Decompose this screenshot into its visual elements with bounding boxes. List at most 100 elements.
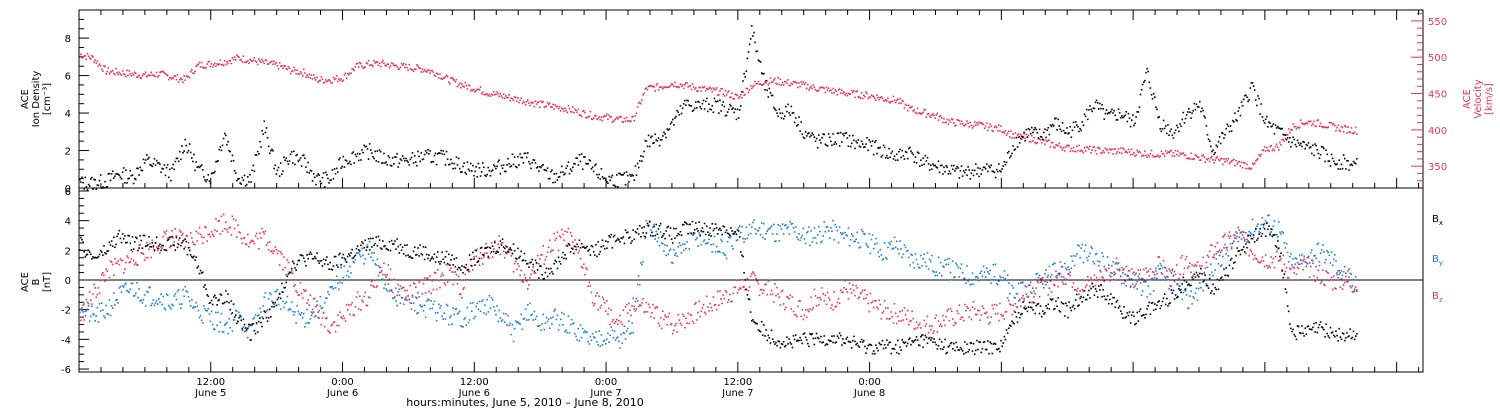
bz-series-point — [232, 218, 235, 220]
by-series-point — [145, 290, 148, 293]
velocity-series-point — [297, 73, 300, 75]
by-series-point — [964, 277, 966, 280]
velocity-series-point — [1137, 151, 1140, 154]
density-series-point — [899, 148, 901, 151]
by-series-point — [553, 310, 555, 312]
velocity-series-point — [412, 70, 415, 73]
density-series-point — [664, 133, 666, 135]
density-series-point — [80, 181, 82, 183]
by-series-point — [1121, 282, 1123, 285]
bz-series-point — [419, 279, 421, 282]
density-series-point — [1076, 124, 1078, 126]
density-series-point — [477, 162, 480, 165]
bz-series-point — [759, 288, 762, 291]
bz-series-point — [606, 300, 608, 302]
bz-series-point — [94, 287, 96, 289]
density-series-point — [113, 177, 115, 179]
density-series-point — [1224, 133, 1226, 136]
velocity-series-point — [720, 87, 722, 90]
velocity-series-point — [673, 85, 675, 88]
density-series-point — [732, 107, 734, 109]
density-series-point — [1094, 101, 1097, 104]
bz-series-point — [303, 289, 305, 291]
bz-series-point — [935, 314, 938, 317]
density-series-point — [1146, 67, 1148, 70]
velocity-series-point — [484, 93, 486, 96]
by-series-point — [442, 318, 445, 320]
velocity-series-point — [1286, 134, 1289, 136]
by-series-point — [1151, 277, 1154, 280]
density-series-point — [675, 115, 677, 118]
density-series-point — [1273, 132, 1276, 135]
by-series-point — [1179, 285, 1181, 287]
velocity-series-point — [799, 85, 801, 88]
bz-series-point — [418, 281, 420, 283]
bz-series-point — [776, 286, 778, 289]
density-series-point — [921, 164, 923, 167]
bz-series-point — [699, 315, 701, 318]
by-series-point — [219, 321, 222, 324]
bz-series-point — [888, 318, 890, 320]
density-series-point — [387, 155, 390, 157]
bz-series-point — [892, 322, 895, 324]
velocity-series-point — [626, 120, 629, 122]
by-series-point — [545, 316, 548, 319]
by-series-point — [656, 240, 659, 243]
bz-series-point — [451, 271, 453, 273]
bz-series-point — [721, 302, 723, 305]
by-series-point — [901, 256, 904, 258]
density-series-point — [867, 149, 869, 152]
velocity-series-point — [285, 67, 288, 70]
bz-series-point — [375, 286, 378, 289]
by-series-point — [923, 253, 925, 256]
bz-series-point — [820, 298, 822, 301]
by-series-point — [889, 243, 891, 246]
bz-series-point — [95, 296, 98, 299]
velocity-series-point — [796, 82, 798, 84]
velocity-series-point — [919, 111, 921, 114]
velocity-series-point — [429, 72, 431, 74]
density-series-point — [1264, 118, 1267, 121]
bz-series-point — [320, 323, 323, 326]
velocity-series-point — [1302, 122, 1304, 125]
velocity-series-point — [603, 115, 606, 117]
by-series-point — [729, 237, 731, 239]
density-series-point — [788, 112, 790, 114]
by-series-point — [245, 329, 248, 332]
by-series-point — [1302, 259, 1304, 262]
bz-series-point — [160, 246, 162, 248]
density-series-point — [434, 152, 437, 155]
bz-series-point — [809, 308, 811, 310]
by-series-point — [831, 230, 833, 232]
density-series-point — [444, 164, 447, 166]
bz-series-point — [1306, 256, 1309, 259]
by-series-point — [260, 311, 262, 313]
by-series-point — [1132, 283, 1134, 286]
by-series-point — [1009, 292, 1011, 295]
bz-series-point — [329, 332, 331, 334]
density-series-point — [373, 157, 375, 160]
by-series-point — [1272, 225, 1275, 227]
by-series-point — [1318, 260, 1321, 263]
by-series-point — [726, 240, 729, 243]
density-series-point — [1342, 154, 1345, 156]
velocity-series-point — [756, 82, 759, 85]
velocity-series-point — [354, 65, 357, 68]
density-series-point — [933, 164, 935, 167]
bz-series-point — [880, 318, 883, 320]
bz-series-point — [197, 232, 200, 235]
by-series-point — [1055, 275, 1057, 278]
by-series-point — [327, 291, 329, 293]
density-series-point — [1057, 118, 1059, 121]
density-series-point — [264, 131, 267, 134]
x-tick-date: June 5 — [194, 388, 226, 399]
by-series-point — [539, 324, 541, 327]
velocity-series-point — [1314, 125, 1316, 127]
velocity-series-point — [1062, 146, 1065, 149]
bz-series-point — [727, 299, 730, 301]
velocity-series-point — [455, 78, 458, 81]
by-series-point — [329, 286, 331, 288]
bz-series-point — [733, 286, 736, 289]
density-series-point — [244, 185, 247, 187]
by-series-point — [633, 308, 636, 310]
